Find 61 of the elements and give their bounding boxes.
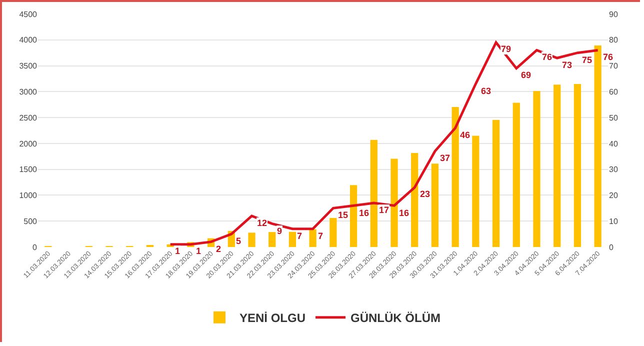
data-label: 12 — [257, 218, 268, 228]
bar — [390, 158, 398, 247]
data-label: 75 — [582, 55, 592, 65]
bar — [248, 232, 256, 247]
bar — [350, 185, 358, 247]
bar — [370, 140, 378, 247]
data-label: 16 — [399, 208, 410, 218]
bar — [411, 153, 418, 247]
data-label: 69 — [521, 70, 532, 80]
data-label: 46 — [460, 130, 470, 140]
bar — [268, 232, 276, 247]
data-label: 15 — [338, 210, 348, 220]
data-label: 63 — [481, 86, 492, 96]
y-tick-label: 1500 — [19, 165, 38, 174]
y2-tick-label: 60 — [609, 87, 618, 96]
data-label: 2 — [216, 244, 222, 254]
y2-tick-label: 20 — [609, 191, 618, 200]
y2-tick-label: 40 — [609, 139, 618, 148]
bar — [554, 84, 561, 247]
bar — [574, 84, 582, 247]
y-tick-label: 2500 — [19, 113, 38, 122]
y-tick-label: 1000 — [19, 191, 38, 200]
data-label: 7 — [318, 231, 324, 241]
y2-tick-label: 90 — [609, 10, 618, 19]
data-label: 73 — [562, 60, 572, 70]
y-tick-label: 2000 — [19, 139, 38, 148]
y2-tick-label: 0 — [609, 242, 614, 252]
y-tick-label: 4000 — [19, 36, 38, 45]
y-tick-label: 3000 — [19, 87, 38, 96]
data-label: 16 — [359, 208, 370, 218]
bar — [452, 106, 459, 247]
y-tick-label: 3500 — [19, 62, 38, 71]
y2-tick-label: 10 — [609, 216, 618, 226]
data-label: 5 — [236, 236, 242, 246]
legend-label: GÜNLÜK ÖLÜM — [350, 311, 441, 326]
bar — [512, 102, 520, 247]
bar — [431, 164, 439, 247]
y2-tick-label: 30 — [609, 165, 618, 174]
y-tick-label: 500 — [24, 216, 38, 226]
data-label: 37 — [440, 153, 450, 163]
bar — [330, 218, 337, 247]
data-label: 23 — [420, 189, 430, 199]
bar — [594, 45, 602, 247]
bar — [472, 136, 480, 247]
data-label: 9 — [277, 226, 282, 236]
data-label: 17 — [379, 205, 390, 215]
y-tick-label: 4500 — [19, 10, 38, 19]
y2-tick-label: 80 — [609, 36, 618, 45]
data-label: 79 — [501, 44, 512, 54]
bar — [288, 232, 296, 247]
data-label: 76 — [542, 52, 552, 62]
line-series — [169, 41, 600, 246]
y2-tick-label: 70 — [609, 62, 618, 71]
bar — [309, 229, 316, 247]
bar — [533, 90, 540, 247]
legend-label: YENİ OLGU — [240, 311, 306, 326]
y-tick-label: 0 — [32, 242, 38, 252]
y2-tick-label: 50 — [609, 113, 618, 122]
data-label: 76 — [603, 52, 614, 62]
bar — [492, 120, 500, 247]
data-label: 7 — [297, 231, 302, 241]
